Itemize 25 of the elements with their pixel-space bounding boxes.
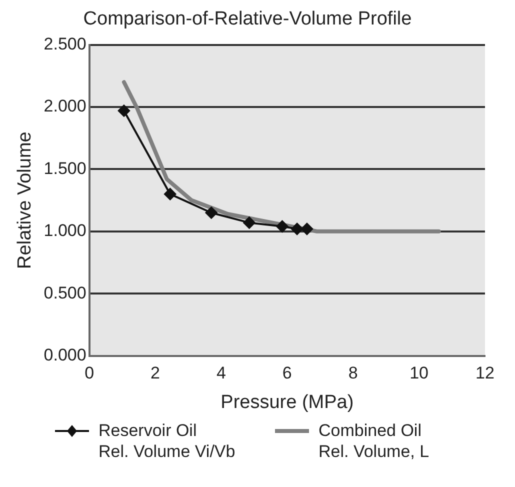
point xyxy=(276,220,288,232)
point xyxy=(118,104,130,117)
chart-title: Comparison-of-Relative-Volume Profile xyxy=(83,8,412,30)
legend-label: Reservoir Oil Rel. Volume Vi/Vb xyxy=(98,420,236,462)
y-tick-label: 0.500 xyxy=(44,283,86,302)
y-tick-label: 2.000 xyxy=(44,96,86,116)
y-tick-label: 1.500 xyxy=(44,158,86,178)
point xyxy=(291,222,304,235)
x-axis-title: Pressure (MPa) xyxy=(220,392,354,413)
x-tick-label: 0 xyxy=(84,364,94,383)
point xyxy=(205,206,218,219)
y-tick-label: 2.500 xyxy=(44,34,86,54)
y-tick-label: 1.000 xyxy=(44,221,86,240)
x-tick-label: 10 xyxy=(410,364,429,383)
y-axis-title: Relative Volume xyxy=(14,132,36,269)
x-tick-label: 4 xyxy=(216,364,226,383)
point xyxy=(300,222,313,235)
point xyxy=(243,216,256,229)
y-tick-label: 0.000 xyxy=(44,345,86,364)
x-tick-label: 8 xyxy=(348,364,358,383)
x-tick-label: 6 xyxy=(282,364,292,383)
x-tick-label: 12 xyxy=(476,364,494,383)
point xyxy=(164,188,176,200)
legend-label: Combined Oil Rel. Volume, L xyxy=(318,420,430,462)
x-tick-label: 2 xyxy=(150,364,160,383)
